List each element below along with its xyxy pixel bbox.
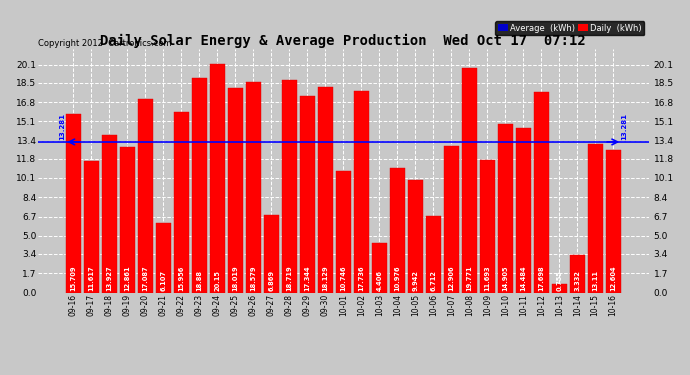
- Text: 18.579: 18.579: [250, 266, 256, 291]
- Bar: [353, 92, 369, 292]
- Text: 18.88: 18.88: [197, 270, 202, 291]
- Bar: [480, 160, 495, 292]
- Bar: [533, 92, 549, 292]
- Text: 13.11: 13.11: [592, 270, 598, 291]
- Text: 0.755: 0.755: [556, 270, 562, 291]
- Bar: [426, 216, 441, 292]
- Text: 4.406: 4.406: [376, 270, 382, 291]
- Text: 11.617: 11.617: [88, 266, 95, 291]
- Text: Copyright 2012  Cartronics.com: Copyright 2012 Cartronics.com: [38, 39, 172, 48]
- Text: 13.281: 13.281: [621, 113, 627, 140]
- Bar: [228, 88, 243, 292]
- Bar: [444, 146, 459, 292]
- Bar: [66, 114, 81, 292]
- Bar: [83, 161, 99, 292]
- Bar: [264, 214, 279, 292]
- Bar: [390, 168, 405, 292]
- Text: 11.693: 11.693: [484, 266, 490, 291]
- Text: 17.698: 17.698: [538, 266, 544, 291]
- Bar: [282, 80, 297, 292]
- Text: 10.976: 10.976: [394, 266, 400, 291]
- Text: 19.771: 19.771: [466, 266, 472, 291]
- Text: 18.019: 18.019: [233, 266, 238, 291]
- Bar: [246, 82, 261, 292]
- Bar: [101, 135, 117, 292]
- Bar: [138, 99, 153, 292]
- Text: 6.869: 6.869: [268, 270, 275, 291]
- Bar: [551, 284, 567, 292]
- Bar: [462, 68, 477, 292]
- Text: 18.719: 18.719: [286, 266, 293, 291]
- Text: 17.087: 17.087: [142, 266, 148, 291]
- Text: 17.344: 17.344: [304, 266, 310, 291]
- Bar: [210, 64, 225, 292]
- Bar: [192, 78, 207, 292]
- Bar: [588, 144, 603, 292]
- Bar: [119, 147, 135, 292]
- Text: 12.861: 12.861: [124, 266, 130, 291]
- Text: 14.905: 14.905: [502, 266, 509, 291]
- Bar: [156, 223, 171, 292]
- Bar: [497, 123, 513, 292]
- Text: 12.906: 12.906: [448, 266, 454, 291]
- Text: 12.604: 12.604: [610, 266, 616, 291]
- Text: 6.107: 6.107: [160, 270, 166, 291]
- Bar: [317, 87, 333, 292]
- Text: 18.129: 18.129: [322, 266, 328, 291]
- Text: 13.927: 13.927: [106, 266, 112, 291]
- Text: 3.332: 3.332: [574, 270, 580, 291]
- Text: 10.746: 10.746: [340, 266, 346, 291]
- Text: 17.736: 17.736: [358, 266, 364, 291]
- Bar: [408, 180, 423, 292]
- Text: 14.484: 14.484: [520, 266, 526, 291]
- Bar: [569, 255, 585, 292]
- Bar: [606, 150, 621, 292]
- Bar: [372, 243, 387, 292]
- Text: 15.956: 15.956: [178, 266, 184, 291]
- Legend: Average  (kWh), Daily  (kWh): Average (kWh), Daily (kWh): [495, 21, 644, 35]
- Text: 13.281: 13.281: [59, 113, 66, 140]
- Text: 9.942: 9.942: [412, 270, 418, 291]
- Text: 6.712: 6.712: [431, 270, 436, 291]
- Bar: [299, 96, 315, 292]
- Bar: [335, 171, 351, 292]
- Text: 20.15: 20.15: [215, 270, 220, 291]
- Title: Daily Solar Energy & Average Production  Wed Oct 17  07:12: Daily Solar Energy & Average Production …: [101, 33, 586, 48]
- Bar: [174, 112, 189, 292]
- Bar: [515, 128, 531, 292]
- Text: 15.709: 15.709: [70, 266, 77, 291]
